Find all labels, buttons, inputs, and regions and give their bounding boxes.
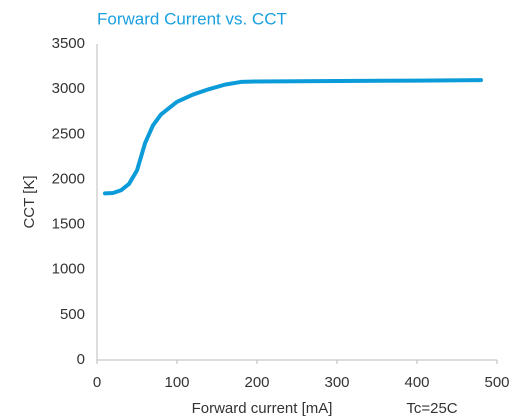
y-tick-label: 3500 [52, 35, 85, 52]
y-tick-label: 1000 [52, 261, 85, 278]
annotation: Tc=25C [406, 400, 457, 417]
x-tick-label: 400 [404, 374, 429, 391]
y-tick-label: 2500 [52, 125, 85, 142]
y-tick-label: 3000 [52, 80, 85, 97]
x-tick-label: 0 [93, 374, 101, 391]
y-tick-label: 500 [60, 306, 85, 323]
x-tick-label: 500 [484, 374, 509, 391]
x-axis-label: Forward current [mA] [192, 400, 333, 417]
chart-title: Forward Current vs. CCT [97, 9, 287, 28]
y-tick-label: 0 [77, 351, 85, 368]
y-tick-label: 1500 [52, 216, 85, 233]
y-tick-label: 2000 [52, 170, 85, 187]
x-tick-label: 200 [244, 374, 269, 391]
x-tick-label: 300 [324, 374, 349, 391]
line [103, 78, 483, 196]
y-axis-label: CCT [K] [21, 175, 38, 228]
x-tick-label: 100 [164, 374, 189, 391]
